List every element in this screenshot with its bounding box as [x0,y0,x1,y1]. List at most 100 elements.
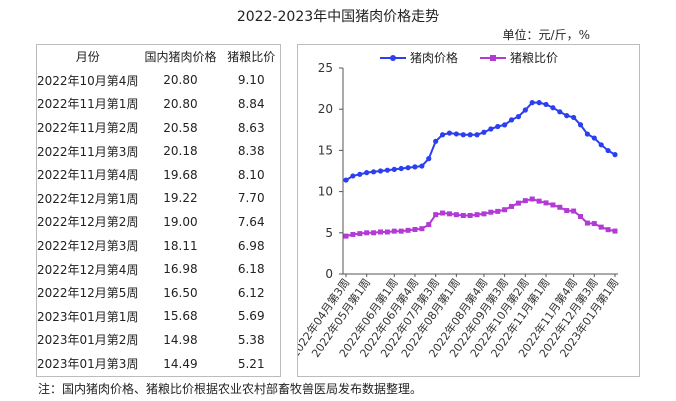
y-tick-label: 5 [325,226,333,240]
data-point [481,129,487,135]
data-point [412,227,418,233]
data-point [598,224,604,230]
y-tick-label: 10 [318,185,333,199]
cell-month: 2023年01月第3周 [37,357,139,372]
data-point [460,212,466,218]
table-row: 2023年01月第1周 15.68 5.69 [37,305,280,329]
data-point [564,113,570,119]
data-point [453,212,459,218]
header-pork-price: 国内猪肉价格 [144,50,217,65]
data-point [426,156,432,162]
data-point [433,138,439,144]
data-point [439,132,446,138]
cell-pig-grain-ratio: 5.69 [237,309,265,324]
data-point [571,208,577,214]
cell-pork-price: 19.00 [163,214,198,229]
legend-label: 猪肉价格 [410,50,458,65]
cell-pig-grain-ratio: 5.38 [237,332,265,347]
table-row: 2022年12月第3周 18.11 6.98 [37,234,280,258]
data-point [543,200,549,206]
legend-marker [490,55,496,61]
cell-pig-grain-ratio: 6.98 [237,238,265,253]
data-point [433,212,439,218]
cell-pork-price: 19.68 [163,167,198,182]
data-point [605,147,611,154]
data-point [495,208,501,214]
data-point [605,227,611,233]
data-point [584,220,590,226]
data-point [515,114,522,120]
unit-label: 单位：元/斤，% [502,28,590,42]
data-point [550,202,556,208]
data-point [350,231,356,237]
series-line-pork-price [345,101,616,181]
data-point [357,171,363,177]
y-tick-label: 25 [318,61,333,75]
table-row: 2022年10月第4周 20.80 9.10 [37,69,280,93]
cell-pork-price: 19.22 [163,191,198,206]
data-point [398,228,404,234]
data-point [578,213,584,219]
data-point [481,211,487,217]
table-header-row: 月份 国内猪肉价格 猪粮比价 [37,45,280,69]
data-point [571,114,577,121]
cell-pig-grain-ratio: 8.10 [237,167,265,182]
table-row: 2022年11月第4周 19.68 8.10 [37,163,280,187]
data-point [446,130,453,136]
cell-month: 2022年12月第4周 [37,262,139,277]
data-point [612,228,618,234]
cell-pig-grain-ratio: 9.10 [237,73,265,88]
cell-month: 2022年12月第5周 [37,286,139,301]
y-tick-label: 0 [325,267,333,281]
data-point [467,212,473,218]
cell-month: 2022年12月第2周 [37,215,139,230]
chart-frame: 0 5 10 15 20 25 2022年04月第3周 2022年05月第1周 2022年06月… [288,44,640,377]
cell-pork-price: 20.18 [163,144,198,159]
legend-label: 猪粮比价 [510,50,558,65]
line-chart: 05101520252022年04月第3周2022年05月第1周2022年06月… [288,50,622,360]
table-row: 2022年11月第3周 20.18 8.38 [37,139,280,163]
cell-month: 2022年10月第4周 [37,73,139,88]
data-point [357,231,363,237]
data-point [591,221,597,227]
table-row: 2023年01月第3周 14.49 5.21 [37,352,280,376]
data-point [598,142,604,148]
chart-title: 2022-2023年中国猪肉价格走势 [236,9,440,25]
data-point [502,122,508,128]
series-line-pig-grain-ratio [345,197,616,238]
data-point [405,165,411,171]
data-point [453,131,459,137]
cell-pork-price: 18.11 [163,238,198,253]
data-point [591,135,597,141]
data-point [529,100,535,106]
cell-pig-grain-ratio: 6.18 [237,262,265,277]
cell-month: 2022年11月第2周 [37,121,139,136]
cell-month: 2022年11月第4周 [37,168,139,183]
data-point [536,198,542,204]
data-point [508,117,515,123]
table-row: 2022年12月第4周 16.98 6.18 [37,257,280,281]
data-point [343,233,349,239]
data-point [467,132,473,138]
data-point [384,229,390,235]
cell-pork-price: 20.80 [163,73,198,88]
data-point [564,208,570,214]
footnote: 注：国内猪肉价格、猪粮比价根据农业农村部畜牧兽医局发布数据整理。 [38,382,423,396]
data-point [384,167,390,173]
data-point [557,204,563,210]
table-row: 2022年12月第1周 19.22 7.70 [37,187,280,211]
data-point [440,210,446,216]
data-point [364,170,370,176]
data-point [405,227,411,233]
data-point [509,203,515,209]
cell-month: 2022年12月第1周 [37,191,139,206]
data-table: 月份 国内猪肉价格 猪粮比价 2022年10月第4周 20.80 9.10 2022年… [37,45,280,375]
data-point [364,230,370,236]
data-point [474,212,480,218]
cell-pig-grain-ratio: 8.38 [237,144,265,159]
cell-pork-price: 20.58 [163,120,198,135]
cell-pork-price: 14.49 [163,356,198,371]
cell-month: 2023年01月第1周 [37,309,139,324]
data-point [515,200,521,206]
cell-pork-price: 16.50 [163,285,198,300]
